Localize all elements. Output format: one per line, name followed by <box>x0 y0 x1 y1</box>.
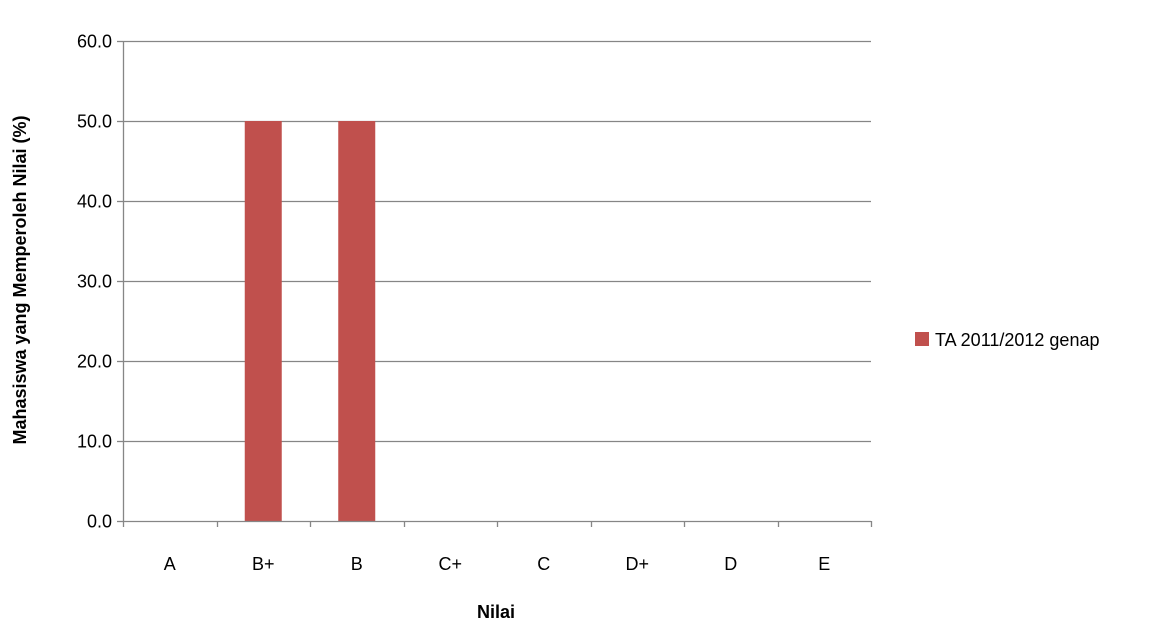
legend: TA 2011/2012 genap <box>915 330 1099 350</box>
bar-b <box>338 121 376 521</box>
x-tick-label: A <box>164 554 176 574</box>
legend-swatch-ta-2011-2012-genap <box>915 332 929 346</box>
gridlines <box>123 40 871 443</box>
bar-b-plus <box>244 121 282 521</box>
y-tick-label: 60.0 <box>77 32 112 52</box>
y-tick-label: 0.0 <box>87 512 112 532</box>
axes <box>117 40 873 527</box>
x-tick-labels: A B+ B C+ C D+ D E <box>164 554 831 574</box>
x-tick-label: D <box>724 554 737 574</box>
x-tick-label: D+ <box>625 554 649 574</box>
y-axis-title: Mahasiswa yang Memperoleh Nilai (%) <box>10 115 30 444</box>
y-tick-label: 40.0 <box>77 192 112 212</box>
y-tick-label: 50.0 <box>77 112 112 132</box>
x-tick-label: C+ <box>438 554 462 574</box>
x-tick-label: B <box>351 554 363 574</box>
y-tick-labels: 0.0 10.0 20.0 30.0 40.0 50.0 60.0 <box>77 32 112 532</box>
y-tick-label: 30.0 <box>77 272 112 292</box>
y-tick-label: 20.0 <box>77 352 112 372</box>
legend-label-ta-2011-2012-genap: TA 2011/2012 genap <box>935 330 1099 350</box>
x-tick-label: E <box>818 554 830 574</box>
bars <box>244 121 376 521</box>
x-axis-title: Nilai <box>477 602 515 622</box>
x-tick-label: B+ <box>252 554 275 574</box>
x-tick-label: C <box>537 554 550 574</box>
y-tick-label: 10.0 <box>77 432 112 452</box>
